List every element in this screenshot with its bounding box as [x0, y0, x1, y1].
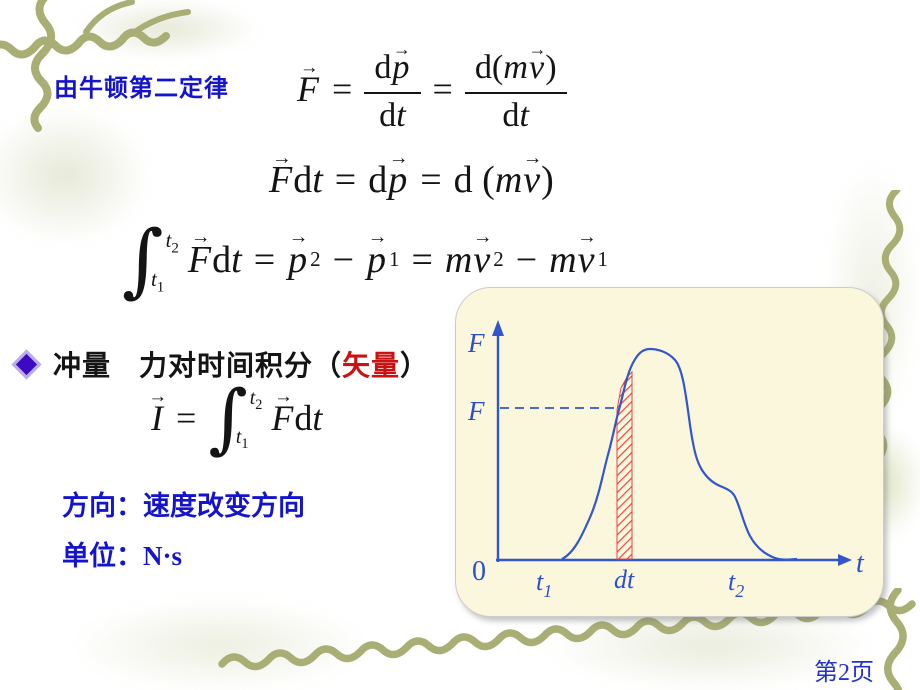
bullet-desc: 力对时间积分（ [139, 350, 343, 381]
page-number: 第2页 [814, 660, 874, 686]
t1-tick-label: t1 [536, 567, 552, 601]
x-axis-arrow-icon [838, 554, 852, 566]
chart-panel: F F 0 t t1 dt t2 [455, 287, 884, 617]
t2-tick-label: t2 [728, 567, 744, 601]
ft-chart: F F 0 t t1 dt t2 [467, 320, 865, 601]
formula-impulse-integral: ∫t2t1Fdt=p2−p1=mv2−mv1 [122, 220, 608, 300]
force-time-curve [561, 347, 798, 561]
impulse-bullet-line: 冲量 力对时间积分（矢量） [11, 344, 430, 384]
direction-line: 方向：速度改变方向 [62, 491, 305, 521]
origin-label: 0 [472, 556, 486, 587]
intro-label: 由牛顿第二定律 [54, 75, 229, 102]
unit-line: 单位：N·s [62, 534, 182, 573]
leaf-watermark [70, 598, 370, 690]
bullet-close-paren: ） [400, 350, 430, 381]
unit-value: N·s [143, 541, 183, 571]
unit-label: 单位： [62, 541, 143, 571]
leaf-watermark [70, 0, 260, 58]
bullet-term: 冲量 [53, 350, 112, 381]
y-axis-arrow-icon [492, 320, 504, 336]
formula-newton-second-law: F=dpdt=d(mv)dt [296, 44, 567, 133]
diamond-bullet-icon [11, 349, 42, 379]
f-level-label: F [467, 396, 485, 426]
dt-tick-label: dt [614, 565, 635, 594]
x-axis-label: t [856, 548, 865, 579]
impulse-strip [616, 370, 633, 560]
bullet-vector-highlight: 矢量 [342, 350, 401, 381]
y-axis-label: F [467, 328, 485, 358]
formula-impulse-differential: Fdt=dp=d (mv) [268, 158, 554, 202]
formula-impulse-definition: I=∫t2t1Fdt [150, 380, 322, 456]
